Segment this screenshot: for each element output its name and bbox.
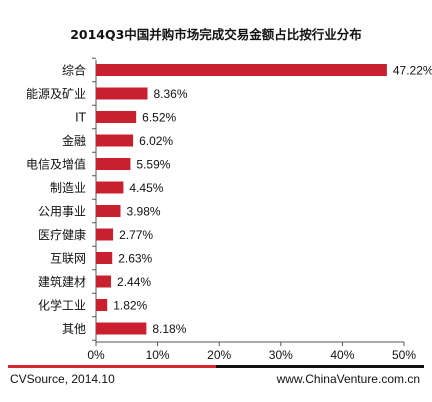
bar xyxy=(96,228,114,241)
category-label: 化学工业 xyxy=(38,298,86,313)
category-label: 互联网 xyxy=(50,252,86,266)
bar xyxy=(96,111,137,123)
footer-rule-red xyxy=(8,365,216,368)
bar xyxy=(96,205,121,217)
data-label: 8.36% xyxy=(153,87,187,101)
x-tick-label: 0% xyxy=(87,348,105,362)
x-tick-label: 40% xyxy=(330,348,354,362)
data-label: 4.45% xyxy=(129,181,163,195)
category-label: 医疗健康 xyxy=(38,227,86,242)
category-label: 金融 xyxy=(62,133,86,148)
data-label: 47.22% xyxy=(393,64,432,78)
bar xyxy=(96,64,387,76)
category-label: 综合 xyxy=(62,63,86,78)
x-tick-label: 20% xyxy=(207,348,231,362)
bar xyxy=(96,299,108,311)
chart-title: 2014Q3中国并购市场完成交易金额占比按行业分布 xyxy=(70,27,362,42)
bar xyxy=(96,87,148,100)
website-link[interactable]: www.ChinaVenture.com.cn xyxy=(276,372,420,386)
bar xyxy=(96,322,147,335)
data-label: 1.82% xyxy=(113,299,147,313)
bar xyxy=(96,181,124,194)
x-tick-label: 50% xyxy=(392,348,416,362)
data-label: 3.98% xyxy=(127,205,161,219)
bar xyxy=(96,275,112,288)
category-label: 制造业 xyxy=(50,181,86,195)
source-note: CVSource, 2014.10 xyxy=(10,372,115,386)
bar xyxy=(96,252,113,264)
data-label: 6.52% xyxy=(142,111,176,125)
data-label: 6.02% xyxy=(139,134,173,148)
category-label: 电信及增值 xyxy=(26,157,86,172)
data-label: 2.77% xyxy=(119,228,153,242)
data-label: 8.18% xyxy=(152,322,186,336)
data-label: 5.59% xyxy=(136,158,170,172)
data-label: 2.44% xyxy=(117,275,151,289)
category-label: 建筑建材 xyxy=(38,274,86,289)
category-label: 能源及矿业 xyxy=(26,87,86,101)
category-label: 其他 xyxy=(62,322,86,336)
x-tick-label: 30% xyxy=(269,348,293,362)
x-tick-label: 10% xyxy=(146,348,170,362)
category-label: IT xyxy=(75,111,87,125)
footer-rule-black xyxy=(216,365,424,368)
bar xyxy=(96,134,134,147)
data-label: 2.63% xyxy=(118,252,152,266)
category-label: 公用事业 xyxy=(38,205,86,219)
bar xyxy=(96,158,131,170)
